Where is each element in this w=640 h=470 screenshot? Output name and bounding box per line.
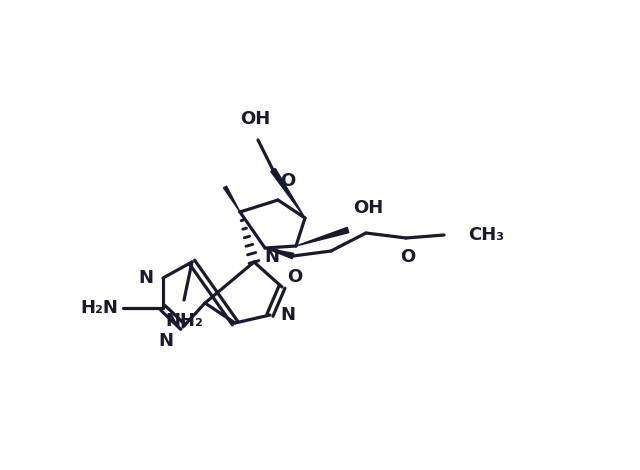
Text: O: O (287, 268, 303, 286)
Text: O: O (280, 172, 295, 190)
Text: NH₂: NH₂ (165, 312, 203, 330)
Text: OH: OH (240, 110, 270, 128)
Polygon shape (223, 186, 240, 212)
Text: N: N (158, 332, 173, 350)
Polygon shape (265, 248, 294, 259)
Text: H₂N: H₂N (80, 299, 118, 317)
Polygon shape (296, 227, 349, 246)
Polygon shape (271, 168, 305, 218)
Text: N: N (280, 306, 295, 324)
Text: N: N (138, 269, 153, 287)
Text: OH: OH (353, 199, 383, 217)
Text: CH₃: CH₃ (468, 226, 504, 244)
Text: N: N (264, 248, 279, 266)
Text: O: O (401, 248, 415, 266)
